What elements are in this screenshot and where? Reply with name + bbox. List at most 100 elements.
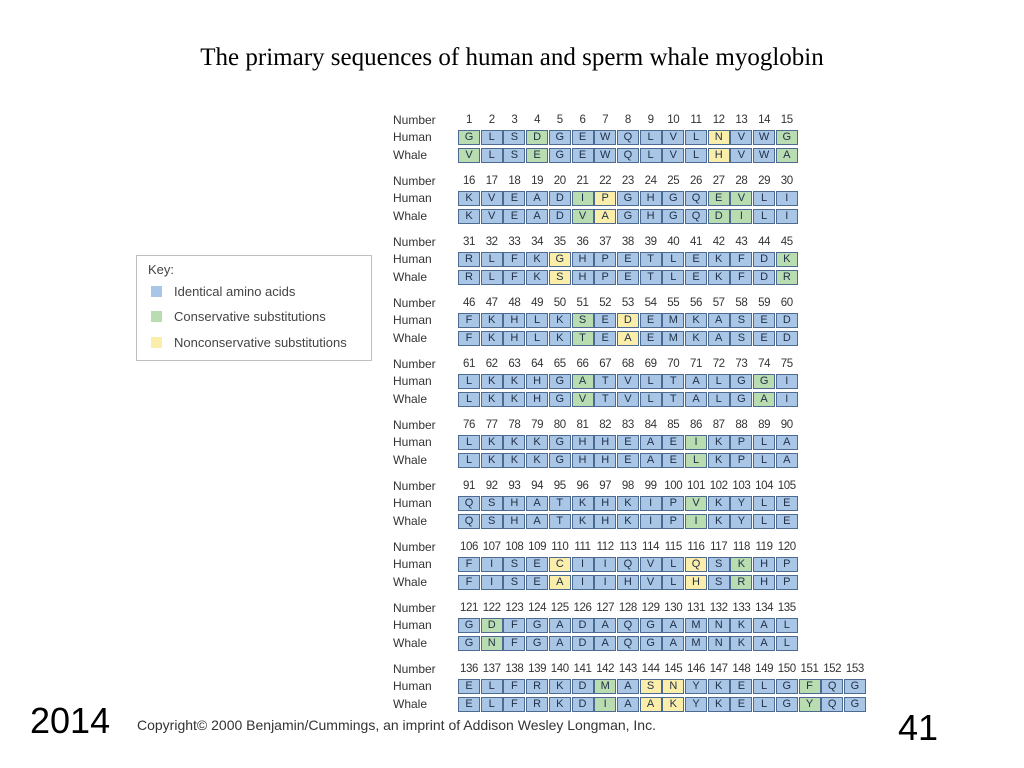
residue-number: 84 [644, 419, 657, 431]
human-residue: L [526, 313, 549, 328]
legend-label-identical: Identical amino acids [174, 283, 296, 299]
human-residue: T [662, 374, 685, 389]
row-label-whale: Whale [393, 636, 428, 650]
human-residue: F [503, 618, 526, 633]
residue-number: 73 [735, 358, 748, 370]
residue-number: 10 [667, 114, 680, 126]
residue-number: 115 [664, 541, 683, 553]
residue-number: 90 [780, 419, 793, 431]
residue-number: 70 [667, 358, 680, 370]
whale-residue: F [458, 331, 480, 346]
residue-number: 109 [528, 541, 547, 553]
whale-residue: V [458, 148, 480, 163]
residue-number: 3 [511, 114, 518, 126]
human-residue: L [480, 130, 503, 145]
human-residue: L [753, 435, 776, 450]
human-residue: E [685, 252, 707, 267]
human-residue: K [480, 374, 503, 389]
human-residue: E [594, 313, 617, 328]
whale-residue: Y [798, 697, 821, 712]
legend-item-conservative: Conservative substitutions [151, 309, 326, 324]
residue-number: 7 [602, 114, 609, 126]
whale-residue: L [753, 514, 776, 529]
human-residue: E [526, 557, 549, 572]
whale-residue: E [526, 575, 549, 590]
whale-residue: K [503, 453, 526, 468]
whale-residue: R [730, 575, 753, 590]
human-residue: V [480, 191, 503, 206]
human-residue: Q [616, 557, 639, 572]
residue-number: 6 [579, 114, 586, 126]
residue-number: 153 [845, 663, 864, 675]
residue-number: 124 [528, 602, 547, 614]
human-residue: L [662, 557, 685, 572]
residue-number: 143 [618, 663, 637, 675]
residue-number: 105 [777, 480, 796, 492]
residue-number: 27 [712, 175, 725, 187]
whale-residue: N [707, 636, 730, 651]
whale-residue: N [480, 636, 503, 651]
human-residue: Q [821, 679, 844, 694]
page-title: The primary sequences of human and sperm… [200, 44, 824, 71]
human-residue: F [503, 252, 526, 267]
residue-number: 135 [777, 602, 796, 614]
whale-residue: E [775, 514, 798, 529]
whale-residue: L [753, 697, 776, 712]
residue-number: 116 [687, 541, 705, 553]
whale-residue: T [548, 514, 571, 529]
human-residue: K [548, 679, 571, 694]
human-residue: D [616, 313, 639, 328]
residue-number: 110 [551, 541, 569, 553]
human-residue: K [685, 313, 707, 328]
human-residue: Q [616, 130, 639, 145]
residue-number: 63 [508, 358, 521, 370]
whale-residue: I [775, 209, 798, 224]
residue-number: 112 [596, 541, 615, 553]
human-residue: L [753, 496, 776, 511]
whale-residue: H [571, 270, 594, 285]
residue-number: 38 [621, 236, 634, 248]
whale-residue: V [730, 148, 753, 163]
human-residue: P [662, 496, 685, 511]
human-residue: A [775, 435, 798, 450]
human-residue: H [753, 557, 776, 572]
whale-residue: E [662, 453, 685, 468]
residue-number: 133 [732, 602, 751, 614]
residue-number: 60 [780, 297, 793, 309]
whale-residue: L [662, 270, 685, 285]
residue-number: 61 [463, 358, 475, 370]
residue-number: 11 [690, 114, 702, 126]
row-label-whale: Whale [393, 148, 428, 162]
whale-residue: K [571, 514, 594, 529]
residue-number: 93 [508, 480, 521, 492]
residue-number: 123 [505, 602, 524, 614]
residue-number: 81 [576, 419, 589, 431]
row-label-human: Human [393, 679, 432, 693]
human-residue: H [503, 313, 526, 328]
whale-residue: H [616, 575, 639, 590]
human-residue: G [775, 679, 798, 694]
human-residue: G [548, 435, 571, 450]
human-residue: A [548, 618, 571, 633]
residue-number: 122 [482, 602, 501, 614]
whale-residue: H [503, 331, 526, 346]
human-residue: F [458, 313, 480, 328]
row-label-number: Number [393, 357, 436, 371]
human-residue: E [616, 252, 639, 267]
residue-number: 98 [621, 480, 634, 492]
whale-residue: Q [685, 209, 707, 224]
whale-residue: S [548, 270, 571, 285]
whale-residue: Q [458, 514, 480, 529]
whale-residue: H [639, 209, 662, 224]
legend-item-identical: Identical amino acids [151, 283, 296, 299]
whale-residue: I [775, 392, 798, 407]
residue-number: 144 [641, 663, 660, 675]
residue-number: 97 [599, 480, 612, 492]
row-label-human: Human [393, 435, 432, 449]
human-residue: I [775, 374, 798, 389]
residue-number: 42 [712, 236, 725, 248]
whale-residue: T [639, 270, 662, 285]
residue-number: 17 [485, 175, 498, 187]
residue-number: 67 [599, 358, 612, 370]
residue-number: 48 [508, 297, 521, 309]
